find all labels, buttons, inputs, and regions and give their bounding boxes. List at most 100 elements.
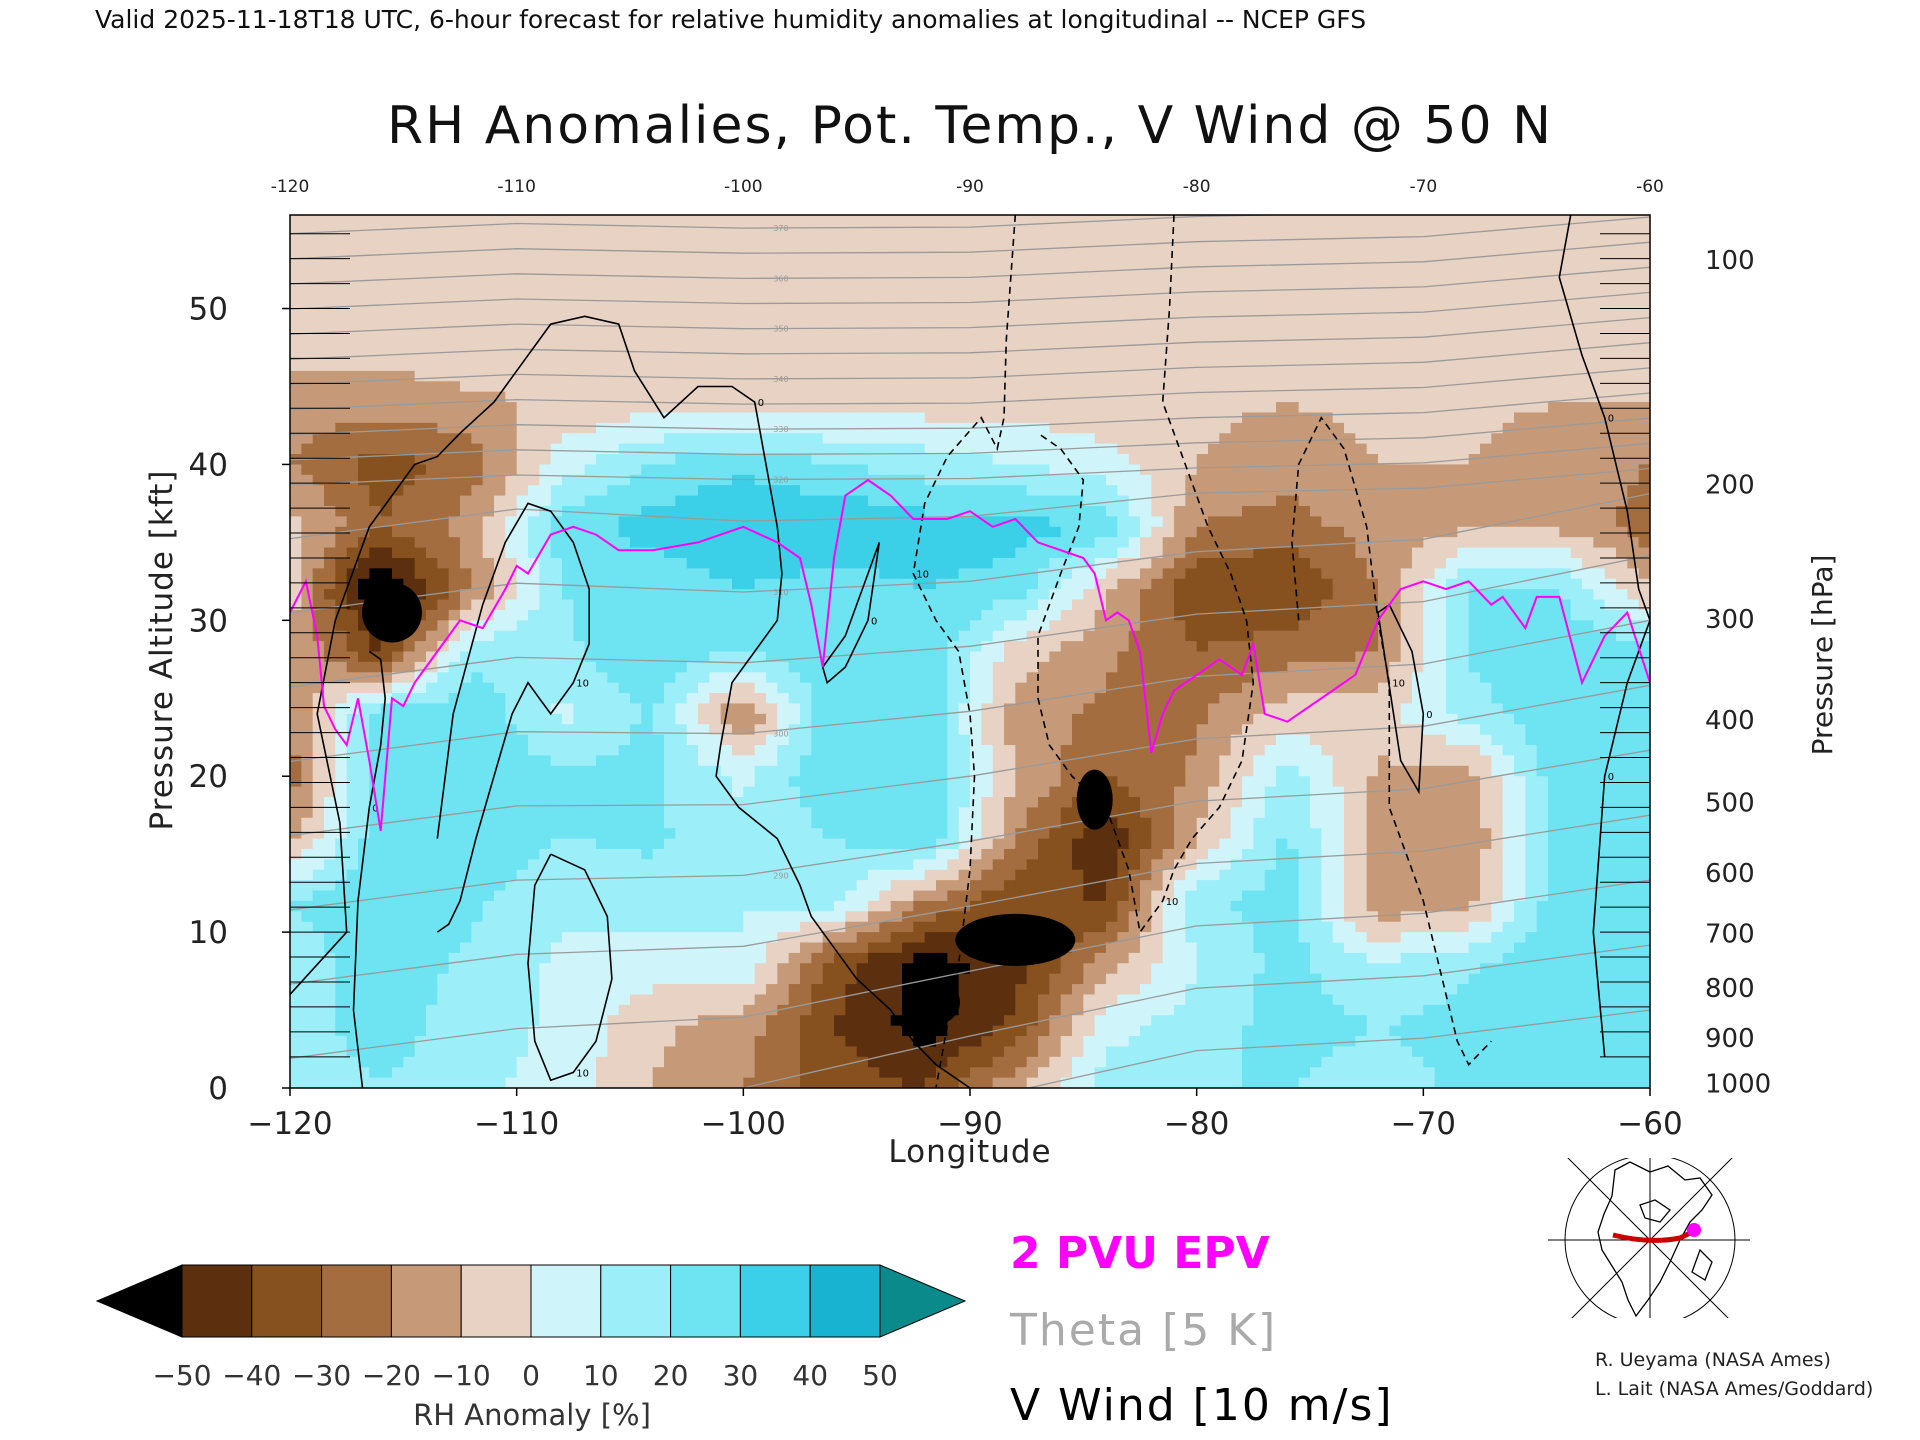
heatmap-cell (539, 391, 552, 403)
heatmap-cell (1570, 235, 1583, 247)
heatmap-cell (788, 381, 801, 393)
heatmap-cell (1038, 360, 1050, 372)
heatmap-cell (1389, 568, 1402, 580)
heatmap-cell (1457, 630, 1470, 642)
heatmap-cell (516, 443, 529, 455)
heatmap-cell (1004, 266, 1016, 278)
heatmap-cell (879, 298, 892, 310)
heatmap-cell (1593, 516, 1606, 528)
heatmap-cell (618, 557, 631, 569)
heatmap-cell (1446, 599, 1458, 611)
heatmap-cell (1332, 246, 1345, 258)
heatmap-cell (1559, 620, 1572, 632)
heatmap-cell (1094, 370, 1107, 382)
heatmap-cell (573, 329, 586, 341)
heatmap-cell (437, 360, 450, 372)
heatmap-cell (686, 474, 699, 486)
heatmap-cell (1049, 495, 1062, 507)
heatmap-cell (754, 287, 767, 299)
heatmap-cell (1446, 474, 1458, 486)
heatmap-cell (1389, 557, 1402, 569)
heatmap-cell (1106, 266, 1118, 278)
heatmap-cell (902, 547, 914, 559)
heatmap-cell (380, 360, 393, 372)
heatmap-cell (641, 599, 654, 611)
heatmap-cell (1400, 381, 1413, 393)
heatmap-cell (743, 557, 756, 569)
heatmap-cell (902, 277, 914, 289)
heatmap-cell (1015, 620, 1028, 632)
heatmap-cell (1491, 422, 1504, 434)
heatmap-cell (596, 495, 608, 507)
heatmap-cell (1548, 485, 1560, 497)
heatmap-cell (766, 630, 778, 642)
heatmap-cell (301, 516, 314, 528)
heatmap-cell (482, 443, 495, 455)
heatmap-cell (1582, 568, 1594, 580)
heatmap-cell (1072, 402, 1084, 414)
heatmap-cell (1151, 578, 1164, 590)
heatmap-cell (392, 495, 404, 507)
heatmap-cell (1344, 256, 1356, 268)
heatmap-cell (1242, 339, 1254, 351)
heatmap-cell (1230, 433, 1243, 445)
heatmap-cell (981, 506, 994, 517)
heatmap-cell (1117, 620, 1130, 632)
heatmap-cell (1446, 402, 1458, 414)
heatmap-cell (1378, 589, 1390, 601)
heatmap-cell (301, 547, 314, 559)
heatmap-cell (1366, 402, 1379, 414)
heatmap-cell (686, 568, 699, 580)
heatmap-cell (1570, 495, 1583, 507)
heatmap-cell (698, 578, 710, 590)
heatmap-cell (460, 609, 472, 621)
heatmap-cell (1060, 630, 1073, 642)
heatmap-cell (1366, 215, 1379, 226)
heatmap-cell (720, 370, 733, 382)
heatmap-cell (1446, 506, 1458, 517)
heatmap-cell (1355, 287, 1368, 299)
heatmap-cell (947, 235, 960, 247)
heatmap-cell (788, 329, 801, 341)
heatmap-cell (505, 495, 518, 507)
heatmap-cell (664, 225, 676, 237)
heatmap-cell (947, 266, 960, 278)
heatmap-cell (426, 526, 438, 538)
heatmap-cell (1593, 537, 1606, 549)
heatmap-cell (403, 381, 416, 393)
heatmap-cell (664, 308, 676, 320)
heatmap-cell (630, 391, 642, 403)
heatmap-cell (743, 620, 756, 632)
heatmap-cell (1457, 412, 1470, 424)
heatmap-cell (1026, 298, 1039, 310)
heatmap-cell (822, 277, 835, 289)
heatmap-cell (958, 454, 971, 466)
heatmap-cell (754, 402, 767, 414)
heatmap-cell (1332, 225, 1345, 237)
heatmap-cell (494, 474, 506, 486)
heatmap-cell (1038, 246, 1050, 258)
heatmap-cell (902, 620, 914, 632)
heatmap-cell (1287, 318, 1300, 330)
heatmap-cell (1627, 495, 1640, 507)
heatmap-cell (1514, 537, 1526, 549)
heatmap-cell (1038, 454, 1050, 466)
heatmap-cell (1049, 506, 1062, 517)
heatmap-cell (788, 454, 801, 466)
heatmap-cell (607, 350, 620, 362)
heatmap-cell (1593, 381, 1606, 393)
heatmap-cell (652, 474, 665, 486)
heatmap-cell (584, 225, 597, 237)
heatmap-cell (1480, 318, 1492, 330)
heatmap-cell (947, 506, 960, 517)
heatmap-cell (1412, 578, 1424, 590)
heatmap-cell (652, 495, 665, 507)
heatmap-cell (947, 557, 960, 569)
heatmap-cell (1593, 433, 1606, 445)
heatmap-cell (414, 360, 427, 372)
heatmap-cell (369, 381, 382, 393)
heatmap-cell (1049, 609, 1062, 621)
heatmap-cell (1298, 215, 1311, 226)
heatmap-cell (1434, 630, 1447, 642)
heatmap-cell (936, 381, 948, 393)
